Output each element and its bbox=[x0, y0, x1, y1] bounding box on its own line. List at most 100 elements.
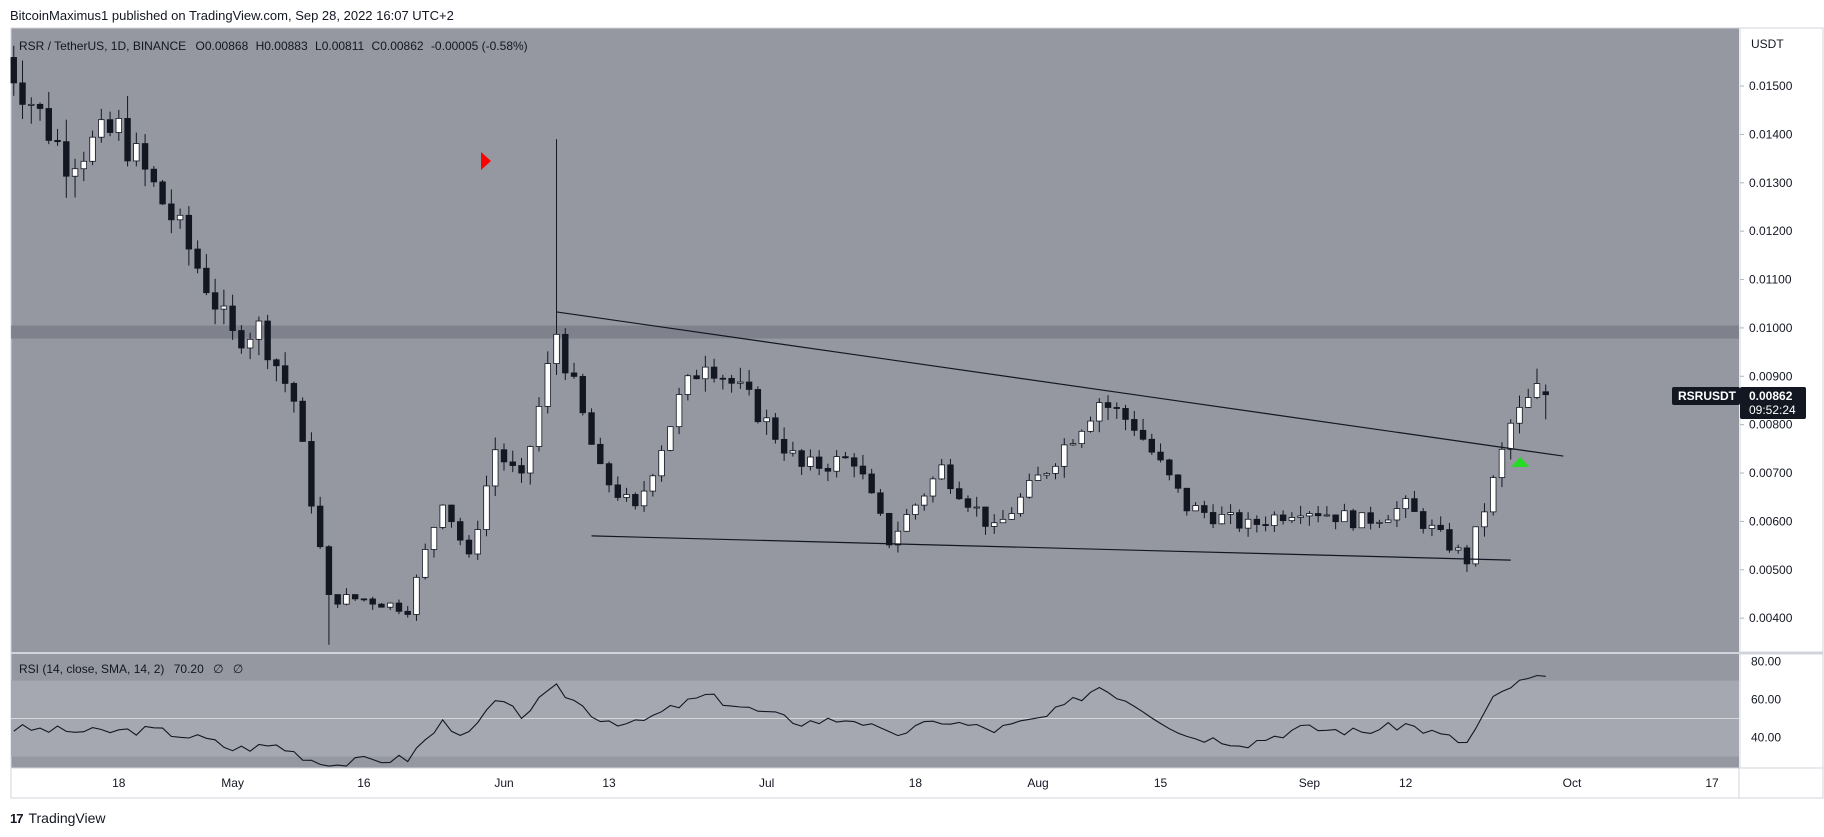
candle-body bbox=[1279, 514, 1287, 522]
candle-body bbox=[789, 450, 797, 454]
candle-body bbox=[527, 446, 534, 474]
candle-body bbox=[684, 375, 692, 395]
legend-o-value: 0.00868 bbox=[205, 39, 249, 53]
legend-l-label: L bbox=[315, 39, 322, 53]
candle-body bbox=[1157, 451, 1164, 461]
candle-body bbox=[1034, 474, 1042, 481]
candle-body bbox=[115, 118, 123, 133]
candle-body bbox=[36, 103, 44, 109]
candle-body bbox=[1376, 521, 1383, 524]
markers-group bbox=[481, 152, 1530, 467]
candle-body bbox=[623, 494, 630, 498]
candle-body bbox=[763, 417, 770, 423]
candle-body bbox=[1507, 422, 1514, 450]
candle-body bbox=[133, 143, 140, 162]
candle-body bbox=[885, 512, 893, 546]
rsi-axis-panel[interactable] bbox=[1739, 653, 1824, 769]
price-tick-label: 0.01000 bbox=[1749, 321, 1793, 335]
price-tick-label: 0.01400 bbox=[1749, 127, 1793, 141]
candle-body bbox=[1437, 524, 1444, 530]
candle-body bbox=[1078, 430, 1085, 445]
candle-body bbox=[675, 394, 683, 428]
candle-body bbox=[45, 108, 52, 141]
candle-body bbox=[1017, 496, 1024, 514]
price-tick-label: 0.01500 bbox=[1749, 79, 1793, 93]
candle-body bbox=[1026, 480, 1033, 498]
candle-body bbox=[386, 602, 394, 608]
time-tick-label: 16 bbox=[357, 776, 371, 790]
candle-body bbox=[588, 412, 595, 445]
candle-body bbox=[343, 594, 350, 605]
candle-body bbox=[772, 417, 779, 440]
legend-line: RSR / TetherUS, 1D, BINANCE O0.00868 H0.… bbox=[19, 39, 528, 53]
resistance-band-group bbox=[11, 325, 1739, 339]
candle-body bbox=[632, 494, 639, 507]
candle-body bbox=[1236, 512, 1243, 529]
symbol-badge-bg[interactable] bbox=[1672, 387, 1740, 405]
candle-body bbox=[544, 363, 551, 407]
candle-body bbox=[1139, 429, 1147, 440]
candle-body bbox=[80, 160, 88, 170]
publish-header: BitcoinMaximus1 published on TradingView… bbox=[10, 8, 454, 23]
candle-body bbox=[509, 461, 516, 466]
candle-body bbox=[553, 333, 560, 364]
candle-body bbox=[605, 463, 613, 486]
candle-body bbox=[614, 484, 622, 498]
candle-body bbox=[920, 495, 928, 506]
candle-body bbox=[1174, 474, 1182, 489]
candle-body bbox=[150, 168, 158, 183]
candle-body bbox=[1393, 508, 1401, 521]
time-tick-label: 13 bbox=[602, 776, 616, 790]
price-tick-label: 0.00500 bbox=[1749, 563, 1793, 577]
candle-body bbox=[798, 450, 805, 467]
price-tick-label: 0.00600 bbox=[1749, 514, 1793, 528]
candle-body bbox=[19, 82, 26, 105]
time-axis-panel[interactable] bbox=[10, 767, 1740, 799]
candle-body bbox=[71, 168, 79, 177]
time-ticks-group: 18 May 16 Jun 13 Jul 18 Aug 15 Sep 12 Oct 17 bbox=[112, 776, 1719, 790]
time-tick-label: 18 bbox=[909, 776, 923, 790]
candle-body bbox=[1244, 518, 1252, 529]
candle-body bbox=[1192, 505, 1199, 512]
chart-frame bbox=[10, 27, 1824, 799]
candle-body bbox=[203, 267, 210, 294]
rsi-tick-label: 80.00 bbox=[1751, 655, 1781, 669]
candle-body bbox=[1209, 512, 1217, 525]
candle-body bbox=[1297, 515, 1304, 518]
candle-body bbox=[28, 103, 35, 106]
candle-body bbox=[124, 118, 131, 162]
candle-body bbox=[1148, 438, 1156, 453]
candle-body bbox=[868, 473, 875, 494]
price-axis-currency: USDT bbox=[1751, 37, 1784, 51]
legend-o-label: O bbox=[196, 39, 205, 53]
candle-body bbox=[737, 381, 744, 384]
price-ticks-group: 0.01500 0.01400 0.01300 0.01200 0.01100 0.010… bbox=[1740, 79, 1793, 625]
candle-body bbox=[492, 449, 499, 487]
candle-body bbox=[929, 478, 937, 497]
rsi-value: 70.20 bbox=[174, 662, 204, 676]
candle-body bbox=[842, 456, 849, 459]
last-price-badge-bg bbox=[1740, 387, 1806, 419]
candle-body bbox=[1384, 519, 1392, 523]
candle-body bbox=[273, 359, 280, 367]
candle-body bbox=[947, 464, 954, 490]
legend-change: -0.00005 (-0.58%) bbox=[431, 39, 528, 53]
red-arrow-marker bbox=[481, 152, 491, 171]
candle-body bbox=[518, 465, 525, 474]
candle-body bbox=[1183, 487, 1191, 512]
candle-body bbox=[1253, 518, 1261, 525]
rsi-extra-2: ∅ bbox=[233, 662, 243, 676]
candle-body bbox=[290, 383, 298, 402]
candle-body bbox=[246, 338, 254, 349]
candle-body bbox=[1227, 512, 1234, 515]
candle-body bbox=[833, 456, 840, 472]
candle-body bbox=[1402, 498, 1409, 510]
candle-body bbox=[430, 527, 438, 550]
price-axis-panel[interactable] bbox=[1739, 27, 1824, 653]
candle-body bbox=[465, 539, 473, 555]
rsi-extra-1: ∅ bbox=[213, 662, 223, 676]
candle-body bbox=[562, 333, 569, 374]
time-tick-label: Aug bbox=[1027, 776, 1048, 790]
candle-body bbox=[1332, 514, 1339, 523]
